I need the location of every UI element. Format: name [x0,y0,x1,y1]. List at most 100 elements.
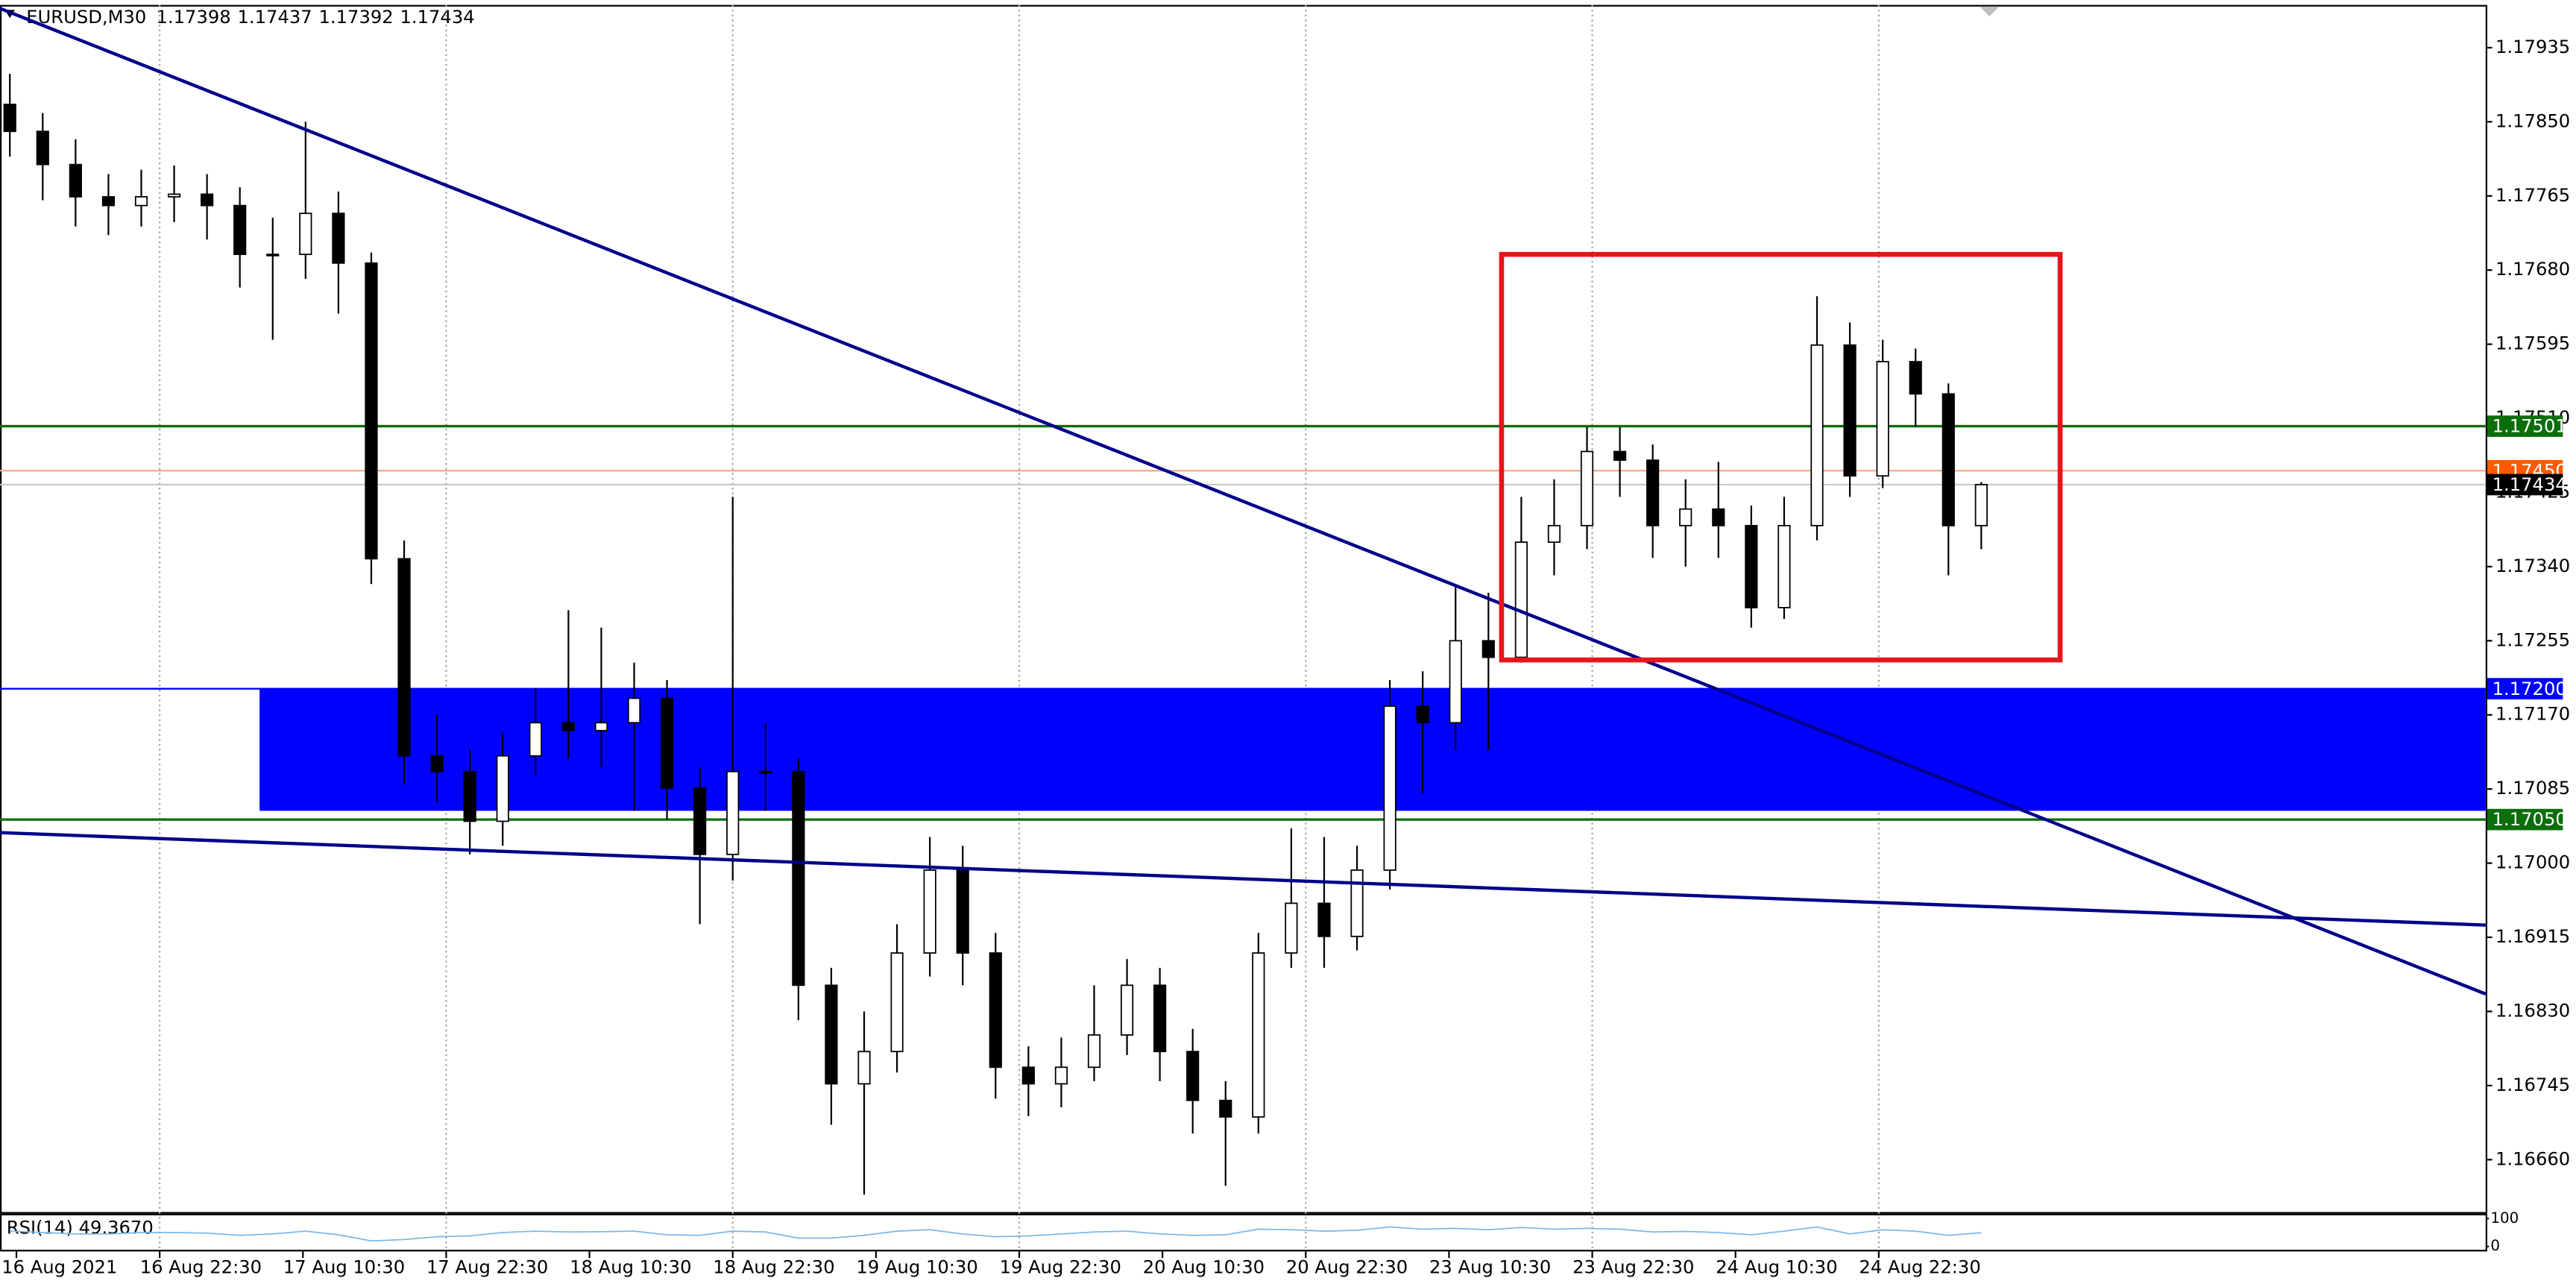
highlight-box [1499,251,2063,663]
candle-body [397,558,411,757]
candle-body [496,755,509,822]
candle-body [726,770,740,855]
candle-body [661,697,674,789]
candle-body [1679,508,1692,526]
x-tick-label: 18 Aug 10:30 [570,1256,691,1277]
y-tick-label: 1.17935 [2495,37,2570,57]
y-tick-label: 1.17255 [2495,629,2570,650]
candle-body [1021,1066,1035,1085]
quote-open: 1.17398 [157,7,231,28]
candle-body [923,869,936,954]
x-tick-label: 19 Aug 10:30 [856,1256,977,1277]
price-tag-label: 1.17434 [2492,474,2567,495]
x-tick-label: 17 Aug 22:30 [426,1256,548,1277]
candle-body [1054,1066,1068,1085]
y-tick-label: 1.17170 [2495,704,2570,725]
plot-frame [0,4,2488,1214]
trendline [0,7,2487,996]
candle-body [1909,361,1922,395]
candle-body [1383,705,1396,871]
candle-body [825,984,838,1085]
candle-body [792,770,805,986]
x-tick-label: 16 Aug 2021 [1,1256,117,1277]
grid [159,4,1880,1252]
x-tick-label: 19 Aug 22:30 [1000,1256,1121,1277]
candle-body [1317,902,1331,937]
x-tick-label: 23 Aug 22:30 [1572,1256,1694,1277]
y-tick-label: 1.17340 [2495,555,2570,576]
candle-body [857,1051,871,1085]
candles [3,74,1988,1195]
candle-body [463,770,476,822]
candle-body [627,697,641,724]
candle-body [3,104,16,133]
rsi-frame [0,1213,2488,1252]
y-tick-label: 1.17765 [2495,185,2570,206]
header: EURUSD,M30 1.17398 1.17437 1.17392 1.17434 [26,7,474,28]
price-tag [2487,678,2563,699]
candle-body [430,755,444,772]
x-tick-label: 17 Aug 10:30 [283,1256,405,1277]
candle-body [1942,393,1955,526]
y-tick-label: 1.17000 [2495,852,2570,873]
x-tick-label: 24 Aug 10:30 [1716,1256,1837,1277]
price-tag-label: 1.17200 [2492,679,2567,699]
candle-body [1120,984,1134,1036]
candle-body [1580,450,1594,526]
candle-body [759,770,772,774]
rsi-tick-label: 100 [2490,1209,2519,1227]
y-tick-label: 1.16745 [2495,1074,2570,1095]
candle-body [69,163,82,198]
candle-body [890,952,904,1053]
candle-body [1810,344,1824,526]
candle-body [1646,459,1660,526]
candle-body [1712,508,1725,526]
candle-body [1613,450,1627,462]
candle-body [1153,984,1167,1053]
candle-body [1350,869,1364,937]
candle-body [1481,640,1495,658]
candle-body [1745,525,1758,608]
candle-body [201,193,214,207]
x-tick-label: 23 Aug 10:30 [1429,1256,1551,1277]
x-tick-label: 18 Aug 22:30 [713,1256,834,1277]
price-tag-label: 1.17050 [2492,809,2567,830]
candle-body [1219,1099,1232,1118]
candle-body [1777,525,1791,608]
candle-body [365,262,378,560]
y-tick-label: 1.17680 [2495,259,2570,280]
price-tag-label: 1.17501 [2492,416,2567,437]
candle-body [1087,1034,1101,1068]
candle-body [1416,705,1429,724]
rsi-label: RSI(14) 49.3670 [7,1218,154,1238]
support-zone [259,688,2486,811]
quote-close: 1.17434 [400,7,475,28]
candle-body [299,213,312,256]
candle-body [529,722,542,757]
y-tick-label: 1.16915 [2495,926,2570,947]
quote-low: 1.17392 [319,7,394,28]
candle-body [693,787,707,855]
candle-body [1514,541,1528,658]
x-tick-label: 20 Aug 10:30 [1143,1256,1265,1277]
y-tick-label: 1.16830 [2495,1000,2570,1021]
y-tick-label: 1.16660 [2495,1148,2570,1169]
candle-body [561,722,575,731]
candle-body [1876,361,1889,477]
candle-body [594,722,608,731]
quote-high: 1.17437 [238,7,312,28]
x-tick-label: 20 Aug 22:30 [1286,1256,1408,1277]
candle-body [266,254,280,256]
candle-body [1843,344,1857,477]
x-tick-label: 24 Aug 22:30 [1859,1256,1980,1277]
candle-body [1285,902,1298,954]
price-tag [2487,473,2563,496]
candle-body [1974,484,1988,526]
rsi-tick-label: 0 [2490,1237,2500,1254]
candle-body [332,213,345,264]
x-tick-label: 16 Aug 22:30 [140,1256,262,1277]
candle-body [36,130,49,166]
